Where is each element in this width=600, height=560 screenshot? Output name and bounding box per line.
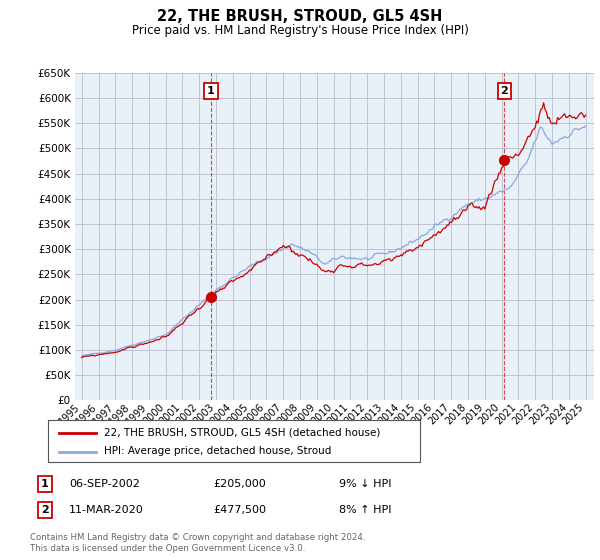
Text: 1: 1 (41, 479, 49, 489)
Text: 2: 2 (41, 505, 49, 515)
Text: 2: 2 (500, 86, 508, 96)
Text: £477,500: £477,500 (213, 505, 266, 515)
Text: £205,000: £205,000 (213, 479, 266, 489)
Text: HPI: Average price, detached house, Stroud: HPI: Average price, detached house, Stro… (104, 446, 331, 456)
Text: 8% ↑ HPI: 8% ↑ HPI (339, 505, 391, 515)
Text: 1: 1 (207, 86, 215, 96)
Text: 9% ↓ HPI: 9% ↓ HPI (339, 479, 391, 489)
Text: Contains HM Land Registry data © Crown copyright and database right 2024.
This d: Contains HM Land Registry data © Crown c… (30, 533, 365, 553)
Text: 11-MAR-2020: 11-MAR-2020 (69, 505, 144, 515)
Text: 22, THE BRUSH, STROUD, GL5 4SH: 22, THE BRUSH, STROUD, GL5 4SH (157, 9, 443, 24)
Text: Price paid vs. HM Land Registry's House Price Index (HPI): Price paid vs. HM Land Registry's House … (131, 24, 469, 36)
Text: 22, THE BRUSH, STROUD, GL5 4SH (detached house): 22, THE BRUSH, STROUD, GL5 4SH (detached… (104, 428, 380, 437)
Text: 06-SEP-2002: 06-SEP-2002 (69, 479, 140, 489)
